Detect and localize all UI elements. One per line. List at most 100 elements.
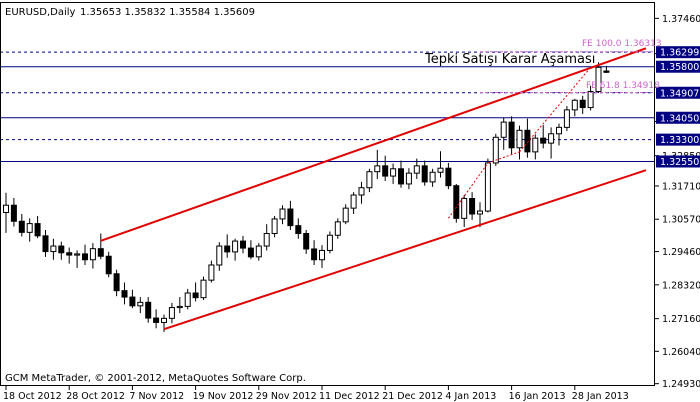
y-tick-label: 1.29460 xyxy=(662,247,700,258)
candle-body xyxy=(563,109,570,128)
candle-body xyxy=(429,171,436,183)
candle-body xyxy=(461,198,468,219)
candle-body xyxy=(271,218,278,235)
fibonacci-layer xyxy=(447,51,655,219)
y-tick-label: 1.28320 xyxy=(662,280,700,291)
candle-body xyxy=(247,247,254,258)
candle-body xyxy=(311,248,318,261)
candle-body xyxy=(129,296,136,307)
price-level-label: 1.36299 xyxy=(660,48,699,59)
price-level-box xyxy=(656,155,700,168)
candle-body xyxy=(184,292,191,307)
y-tick-label: 1.31710 xyxy=(662,181,700,192)
candle-body xyxy=(232,240,239,253)
candle-body xyxy=(445,167,452,187)
x-tick-label: 28 Jan 2013 xyxy=(572,391,629,402)
chart-symbol-label: EURUSD,Daily xyxy=(5,7,76,18)
candle-body xyxy=(97,248,104,257)
x-tick-label: 18 Oct 2012 xyxy=(3,391,62,402)
candle-body xyxy=(58,245,65,254)
fe-618-label: FE 61.8 1.34918 xyxy=(586,81,660,91)
candle-body xyxy=(390,168,397,177)
candle-body xyxy=(382,165,389,177)
candle-body xyxy=(603,70,610,73)
candle-body xyxy=(342,207,349,223)
candle-body xyxy=(556,126,562,135)
price-level-label: 1.34050 xyxy=(660,113,699,124)
candle-body xyxy=(532,137,539,153)
candle-body xyxy=(571,99,578,111)
price-level-box xyxy=(656,133,700,146)
price-level-box xyxy=(656,86,700,99)
copyright-footer: GCM MetaTrader, © 2001-2012, MetaQuotes … xyxy=(5,373,306,384)
price-level-label: 1.34907 xyxy=(660,88,699,99)
candle-body xyxy=(413,165,420,174)
plot-frame xyxy=(0,2,655,386)
candle-body xyxy=(303,233,310,250)
fibo-zigzag-line xyxy=(447,162,489,219)
candle-body xyxy=(334,221,341,236)
price-level-label: 1.35800 xyxy=(660,62,699,73)
channel-line xyxy=(100,47,647,242)
fe-100-label: FE 100.0 1.36313 xyxy=(582,39,662,49)
candle-body xyxy=(192,292,199,299)
x-tick-label: 16 Jan 2013 xyxy=(509,391,566,402)
x-tick-label: 28 Oct 2012 xyxy=(66,391,125,402)
candle-body xyxy=(42,235,49,253)
candle-body xyxy=(421,165,428,183)
x-tick-label: 21 Dec 2012 xyxy=(382,391,443,402)
candle-body xyxy=(279,208,286,220)
price-level-box xyxy=(656,60,700,73)
annotation-title: Tepki Satışı Karar Aşaması xyxy=(424,52,595,67)
candle-body xyxy=(240,240,246,249)
candle-body xyxy=(176,305,183,309)
candle-body xyxy=(350,194,357,209)
candle-body xyxy=(121,290,128,298)
candle-body xyxy=(540,137,547,144)
price-levels-layer xyxy=(0,51,655,162)
candle-body xyxy=(34,223,41,237)
candle-body xyxy=(105,255,112,275)
candle-body xyxy=(579,99,586,109)
candle-body xyxy=(208,264,215,281)
candle-body xyxy=(224,245,231,253)
y-tick-label: 1.26040 xyxy=(662,347,700,358)
candle-body xyxy=(477,210,483,215)
candle-body xyxy=(548,133,555,144)
candle-body xyxy=(326,234,333,251)
candle-body xyxy=(216,245,223,266)
candle-body xyxy=(287,208,294,227)
price-level-label: 1.32550 xyxy=(660,157,699,168)
candle-body xyxy=(437,167,444,173)
y-tick-label: 1.27160 xyxy=(662,314,700,325)
y-tick-label: 1.24930 xyxy=(662,379,700,390)
candle-body xyxy=(508,121,515,149)
candle-body xyxy=(161,317,167,323)
price-level-box xyxy=(656,111,700,124)
candle-body xyxy=(200,279,207,299)
candle-body xyxy=(366,171,373,189)
candle-body xyxy=(255,245,262,258)
candle-body xyxy=(319,249,325,261)
x-tick-label: 7 Nov 2012 xyxy=(129,391,184,402)
candle-body xyxy=(453,185,460,219)
x-tick-label: 19 Nov 2012 xyxy=(193,391,254,402)
candle-body xyxy=(113,273,120,292)
candle-body xyxy=(524,129,531,153)
candle-body xyxy=(3,204,9,214)
candle-body xyxy=(89,248,96,261)
chart-ohlc-readout: 1.35653 1.35832 1.35584 1.35609 xyxy=(80,7,255,18)
y-tick-label: 1.30570 xyxy=(662,215,700,226)
candle-body xyxy=(168,307,175,319)
candle-body xyxy=(66,252,73,256)
candle-body xyxy=(469,198,476,215)
candle-body xyxy=(18,220,25,233)
x-tick-label: 4 Jan 2013 xyxy=(445,391,496,402)
candle-body xyxy=(145,301,152,319)
candle-body xyxy=(484,162,491,212)
candle-body xyxy=(10,204,17,222)
candle-body xyxy=(374,165,381,173)
candle-body xyxy=(74,253,81,256)
